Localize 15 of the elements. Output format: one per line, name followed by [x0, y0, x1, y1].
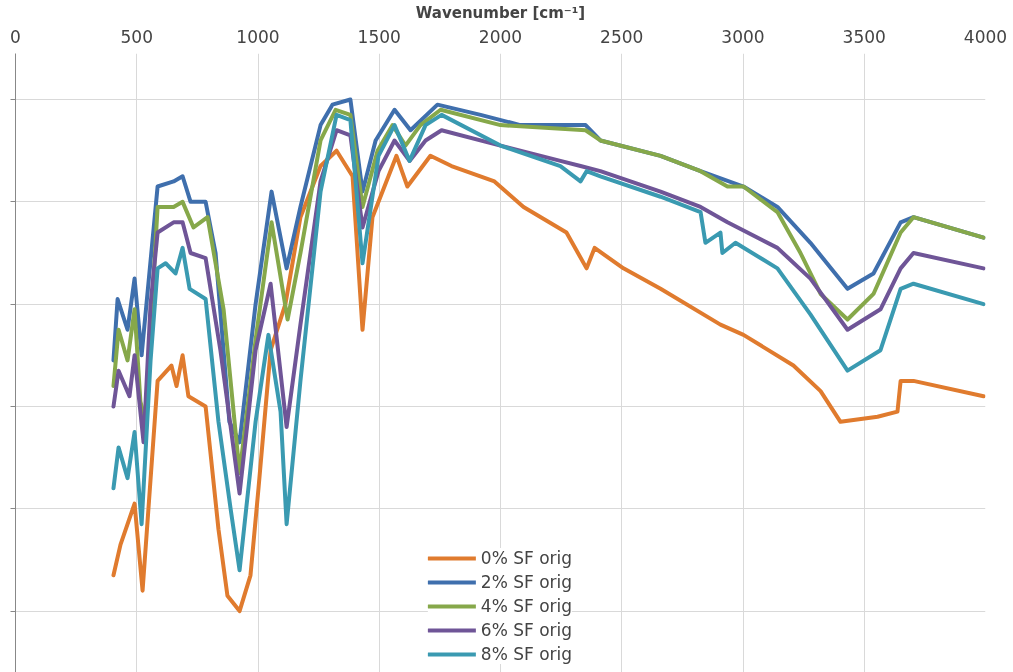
- x-tick-label: 0: [10, 26, 21, 47]
- legend-label: 2% SF orig: [480, 572, 573, 592]
- x-axis-title: Wavenumber [cm⁻¹]: [415, 3, 586, 22]
- x-tick-label: 2500: [600, 26, 644, 47]
- x-tick-label: 1500: [357, 26, 401, 47]
- x-tick-label: 3000: [721, 26, 765, 47]
- x-tick-label: 2000: [478, 26, 523, 47]
- legend-label: 6% SF orig: [480, 620, 573, 640]
- legend-label: 0% SF orig: [480, 548, 573, 568]
- x-tick-label: 500: [120, 26, 153, 47]
- x-tick-label: 1000: [236, 26, 280, 47]
- x-tick-label: 3500: [842, 26, 886, 47]
- legend-label: 4% SF orig: [480, 596, 573, 616]
- legend-label: 8% SF orig: [480, 644, 573, 664]
- x-tick-label: 4000: [963, 26, 1008, 47]
